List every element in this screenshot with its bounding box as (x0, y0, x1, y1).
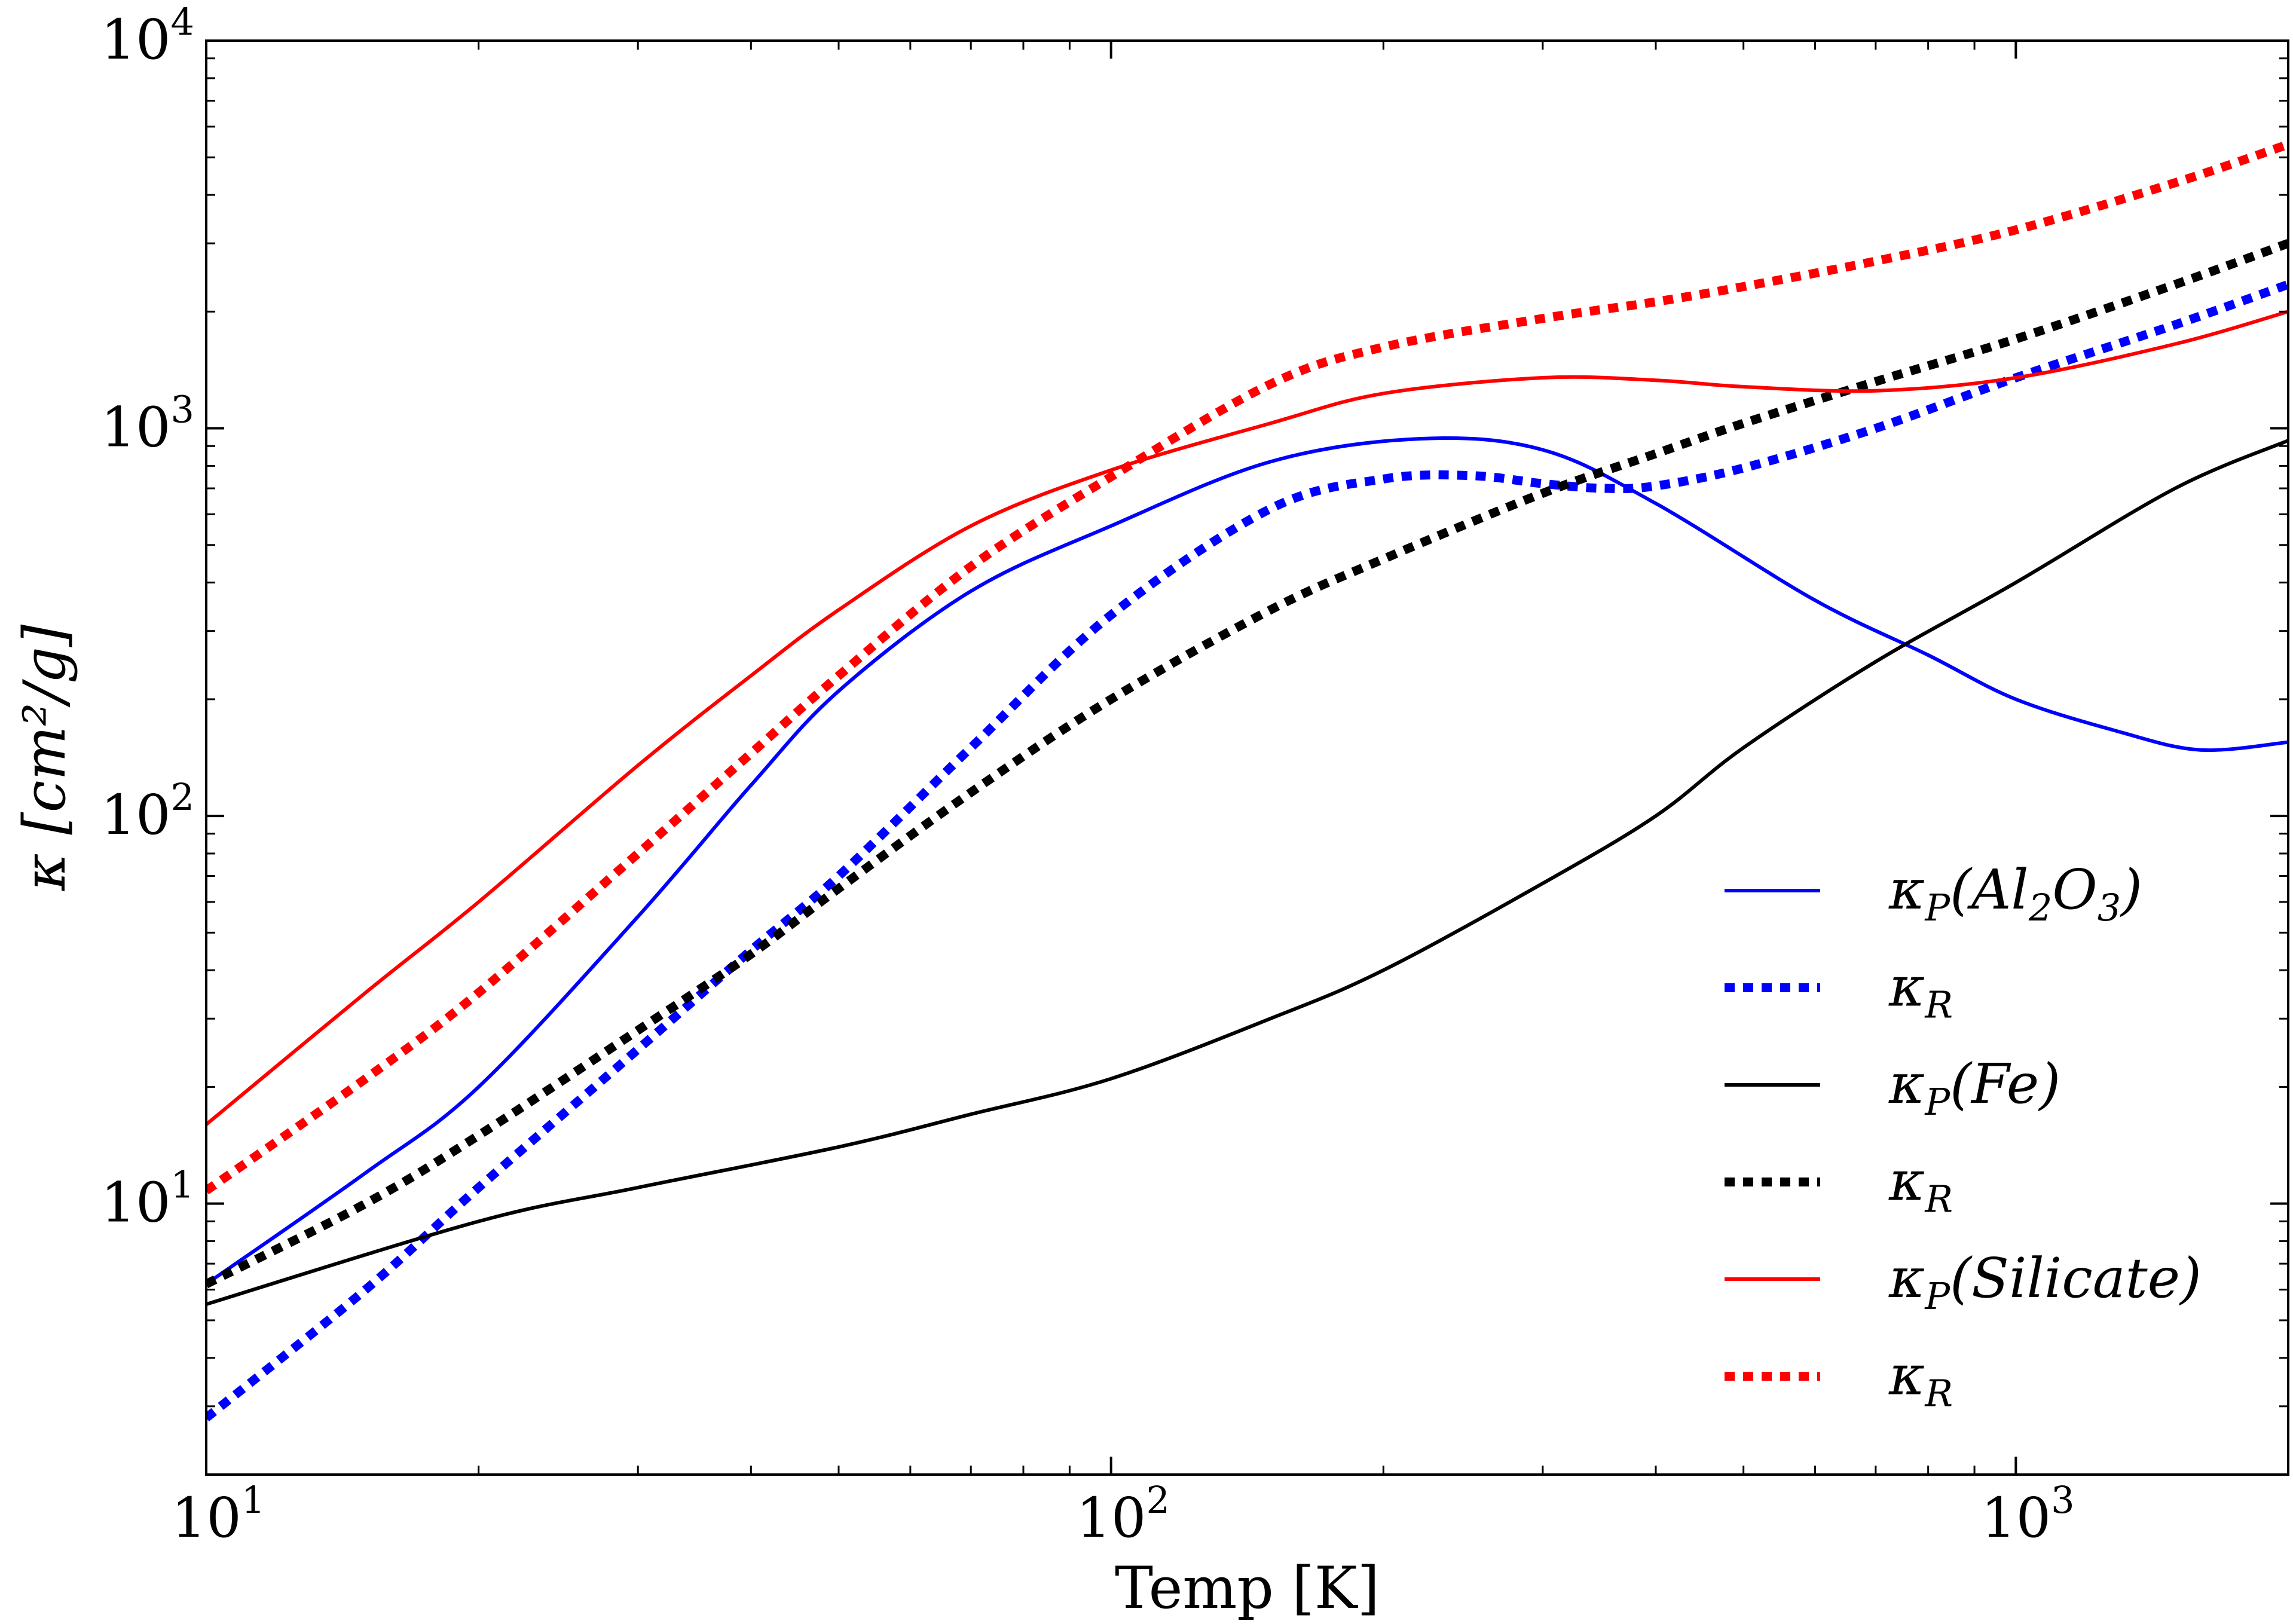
legend-label-3: κR (1888, 1149, 1953, 1221)
legend-label-4: κP(Silicate) (1888, 1246, 2202, 1318)
legend-label-2: κP(Fe) (1888, 1052, 2060, 1124)
series-line-0-pal2o3 (206, 436, 2288, 1286)
x-tick-label-0: 101 (172, 1478, 265, 1550)
plot-area (205, 39, 2289, 1476)
y-axis-title: κ [cm²/g] (11, 624, 78, 891)
y-tick-label-3: 104 (100, 0, 194, 72)
legend-label-5: κR (1888, 1344, 1953, 1415)
series-line-4-psilicate (206, 310, 2288, 1126)
x-axis: 101 102 103 (172, 41, 2075, 1550)
series-line-1-r (206, 280, 2288, 1422)
y-tick-label-1: 102 (100, 775, 194, 847)
series-line-2-pfe (206, 439, 2288, 1306)
y-tick-label-0: 101 (100, 1163, 194, 1235)
x-tick-label-1: 102 (1076, 1478, 1170, 1550)
series-group (206, 140, 2288, 1422)
x-axis-title: Temp [K] (1115, 1555, 1380, 1622)
x-tick-label-2: 103 (1981, 1478, 2075, 1550)
series-line-5-r (206, 140, 2288, 1195)
plot-frame (205, 39, 2289, 1476)
legend: κP(Al2O3) κR κP(Fe) κR κP(Silicate) κR (1725, 858, 2202, 1415)
legend-label-0: κP(Al2O3) (1888, 858, 2142, 929)
legend-label-1: κR (1888, 955, 1953, 1027)
series-line-3-r (206, 239, 2288, 1288)
y-axis: 101 102 103 104 (100, 0, 2288, 1408)
y-tick-label-2: 103 (100, 388, 194, 460)
